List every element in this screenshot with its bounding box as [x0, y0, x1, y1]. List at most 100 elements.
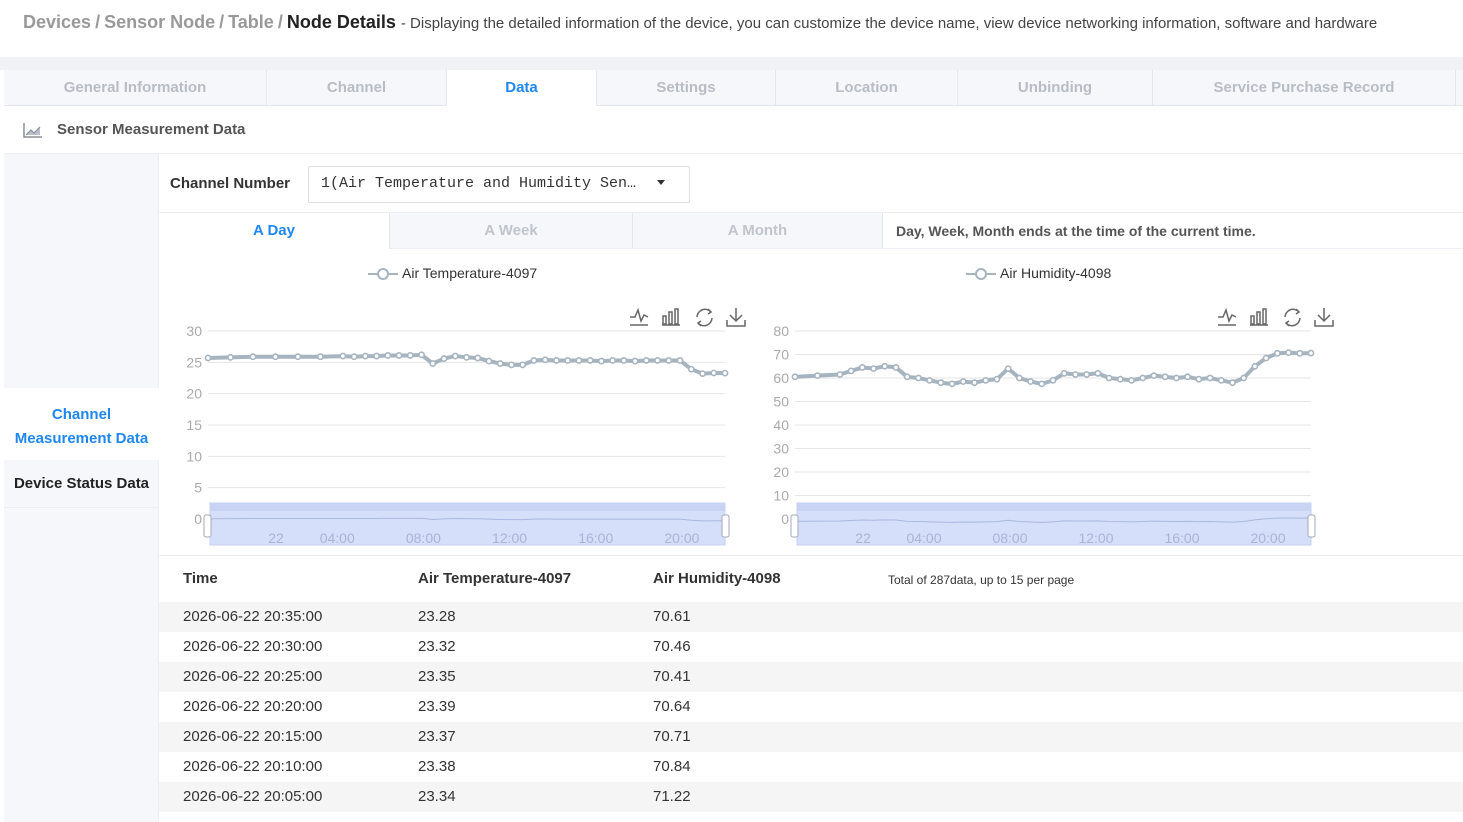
- data-point[interactable]: [1229, 379, 1236, 387]
- data-point[interactable]: [361, 352, 369, 360]
- download-icon[interactable]: [1314, 308, 1334, 327]
- bar-chart-icon[interactable]: [662, 308, 680, 326]
- data-point[interactable]: [485, 357, 493, 365]
- breadcrumb-sensor-node[interactable]: Sensor Node: [104, 12, 216, 32]
- zoom-handle-left[interactable]: [203, 514, 212, 538]
- zoom-slider-bar[interactable]: [797, 503, 1311, 511]
- data-point[interactable]: [687, 365, 695, 373]
- data-point[interactable]: [1128, 376, 1135, 384]
- zoom-handle-left[interactable]: [790, 514, 799, 538]
- data-point[interactable]: [406, 352, 414, 359]
- data-point[interactable]: [440, 355, 448, 362]
- table-row[interactable]: 2026-06-22 20:10:00 23.38 70.84: [159, 752, 1463, 782]
- data-point[interactable]: [1195, 375, 1203, 383]
- data-point[interactable]: [1285, 349, 1292, 357]
- data-point[interactable]: [959, 378, 967, 385]
- refresh-icon[interactable]: [1284, 308, 1301, 327]
- data-point[interactable]: [937, 379, 945, 387]
- data-point[interactable]: [395, 352, 403, 359]
- breadcrumb-devices[interactable]: Devices: [23, 12, 92, 32]
- data-point[interactable]: [982, 376, 990, 384]
- data-point[interactable]: [429, 360, 437, 367]
- data-point[interactable]: [1105, 374, 1113, 382]
- data-point[interactable]: [1094, 369, 1102, 377]
- data-point[interactable]: [1116, 375, 1124, 383]
- data-point[interactable]: [609, 357, 617, 364]
- table-row[interactable]: 2026-06-22 20:30:00 23.32 70.46: [159, 632, 1463, 662]
- download-icon[interactable]: [726, 308, 746, 327]
- data-point[interactable]: [1038, 380, 1046, 388]
- tab-service-purchase-record[interactable]: Service Purchase Record: [1153, 70, 1456, 105]
- data-point[interactable]: [1172, 374, 1180, 382]
- column-header-humidity[interactable]: Air Humidity-4098: [653, 570, 781, 587]
- data-point[interactable]: [1307, 349, 1315, 357]
- data-point[interactable]: [1161, 373, 1169, 381]
- data-point[interactable]: [1296, 349, 1304, 357]
- range-tab-month[interactable]: A Month: [633, 213, 883, 248]
- data-point[interactable]: [791, 373, 799, 381]
- data-point[interactable]: [553, 357, 560, 364]
- breadcrumb-table[interactable]: Table: [228, 12, 274, 32]
- data-point[interactable]: [339, 352, 347, 360]
- data-point[interactable]: [1251, 362, 1259, 370]
- data-point[interactable]: [463, 353, 470, 361]
- data-point[interactable]: [474, 354, 482, 362]
- data-point[interactable]: [1217, 376, 1225, 384]
- data-point[interactable]: [1184, 373, 1192, 381]
- data-point[interactable]: [1049, 376, 1057, 384]
- humidity-chart[interactable]: 0 10 20 30 40 50 60 70 80 22 04:00 08:00 12:00 16:00 2…: [758, 300, 1338, 550]
- data-point[interactable]: [1240, 374, 1248, 382]
- tab-channel[interactable]: Channel: [267, 70, 447, 105]
- data-point[interactable]: [948, 380, 956, 388]
- data-point[interactable]: [541, 356, 549, 364]
- data-point[interactable]: [710, 369, 718, 377]
- refresh-icon[interactable]: [696, 308, 713, 327]
- data-point[interactable]: [597, 357, 605, 365]
- tab-settings[interactable]: Settings: [597, 70, 776, 105]
- table-row[interactable]: 2026-06-22 20:35:00 23.28 70.61: [159, 602, 1463, 632]
- data-point[interactable]: [881, 362, 889, 370]
- zoom-handle-right[interactable]: [721, 514, 730, 538]
- zoom-slider-bar[interactable]: [210, 503, 725, 511]
- data-point[interactable]: [519, 361, 527, 369]
- data-point[interactable]: [1027, 378, 1034, 385]
- data-point[interactable]: [721, 369, 729, 377]
- data-point[interactable]: [1150, 372, 1158, 380]
- data-point[interactable]: [631, 357, 639, 365]
- data-point[interactable]: [249, 353, 257, 361]
- data-point[interactable]: [654, 357, 661, 364]
- table-row[interactable]: 2026-06-22 20:20:00 23.39 70.64: [159, 692, 1463, 722]
- data-point[interactable]: [892, 364, 900, 371]
- data-point[interactable]: [836, 371, 844, 378]
- data-point[interactable]: [1139, 374, 1147, 382]
- data-point[interactable]: [418, 351, 425, 359]
- data-point[interactable]: [564, 357, 572, 364]
- tab-location[interactable]: Location: [776, 70, 958, 105]
- legend-humidity[interactable]: Air Humidity-4098: [966, 265, 1111, 281]
- data-point[interactable]: [451, 352, 459, 360]
- range-tab-week[interactable]: A Week: [390, 213, 633, 248]
- data-point[interactable]: [1060, 369, 1068, 377]
- data-point[interactable]: [1206, 374, 1214, 382]
- tab-data[interactable]: Data: [447, 70, 597, 106]
- data-point[interactable]: [350, 353, 358, 361]
- data-point[interactable]: [665, 357, 673, 364]
- zoom-handle-right[interactable]: [1307, 514, 1316, 538]
- data-point[interactable]: [1083, 371, 1091, 378]
- data-point[interactable]: [1072, 371, 1079, 378]
- data-point[interactable]: [530, 357, 538, 364]
- data-point[interactable]: [971, 379, 978, 387]
- tab-unbinding[interactable]: Unbinding: [958, 70, 1153, 105]
- data-point[interactable]: [272, 353, 279, 361]
- data-point[interactable]: [903, 373, 911, 381]
- data-point[interactable]: [847, 367, 855, 375]
- data-point[interactable]: [926, 376, 934, 384]
- data-point[interactable]: [1273, 349, 1281, 357]
- data-point[interactable]: [586, 357, 594, 364]
- data-point[interactable]: [384, 352, 392, 359]
- data-point[interactable]: [508, 361, 515, 369]
- data-point[interactable]: [914, 374, 922, 382]
- temperature-chart[interactable]: 0 5 10 15 20 25 30 22 04:00 08:00 12:00 16:00 20:00: [170, 300, 750, 550]
- data-point[interactable]: [496, 360, 504, 367]
- table-row[interactable]: 2026-06-22 20:15:00 23.37 70.71: [159, 722, 1463, 752]
